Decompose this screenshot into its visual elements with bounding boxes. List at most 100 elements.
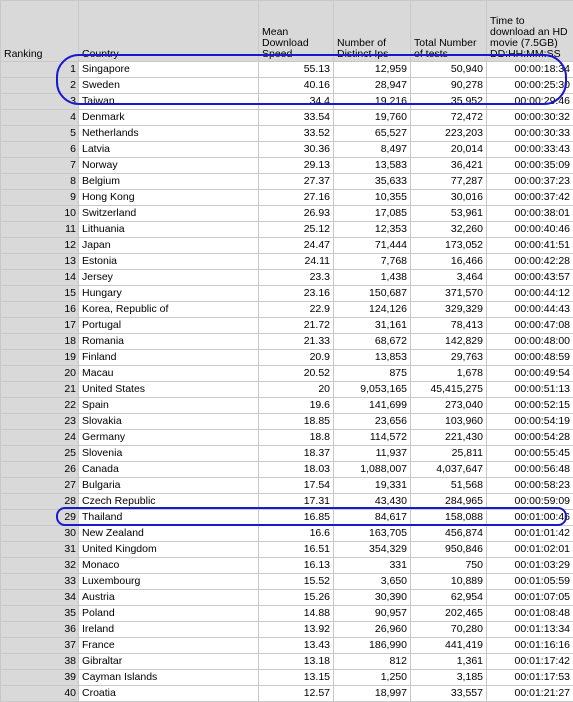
cell-distinct-ips: 9,053,165 [334,382,411,398]
cell-mean-download-speed: 40.16 [259,78,334,94]
cell-ranking: 32 [1,558,79,574]
cell-mean-download-speed: 23.3 [259,270,334,286]
cell-mean-download-speed: 16.51 [259,542,334,558]
cell-ranking: 36 [1,622,79,638]
cell-mean-download-speed: 55.13 [259,62,334,78]
cell-mean-download-speed: 24.11 [259,254,334,270]
cell-mean-download-speed: 14.88 [259,606,334,622]
cell-download-time: 00:00:51:13 [487,382,573,398]
cell-distinct-ips: 35,633 [334,174,411,190]
cell-country: Finland [79,350,259,366]
cell-total-tests: 158,088 [411,510,487,526]
cell-total-tests: 273,040 [411,398,487,414]
cell-distinct-ips: 141,699 [334,398,411,414]
cell-distinct-ips: 1,088,007 [334,462,411,478]
cell-total-tests: 4,037,647 [411,462,487,478]
cell-country: Norway [79,158,259,174]
cell-ranking: 12 [1,238,79,254]
cell-distinct-ips: 1,250 [334,670,411,686]
cell-distinct-ips: 12,353 [334,222,411,238]
cell-download-time: 00:00:41:51 [487,238,573,254]
cell-distinct-ips: 71,444 [334,238,411,254]
cell-ranking: 34 [1,590,79,606]
cell-total-tests: 371,570 [411,286,487,302]
cell-mean-download-speed: 27.37 [259,174,334,190]
cell-distinct-ips: 7,768 [334,254,411,270]
cell-distinct-ips: 65,527 [334,126,411,142]
cell-ranking: 4 [1,110,79,126]
cell-total-tests: 30,016 [411,190,487,206]
cell-total-tests: 221,430 [411,430,487,446]
cell-total-tests: 62,954 [411,590,487,606]
cell-mean-download-speed: 18.37 [259,446,334,462]
cell-mean-download-speed: 16.13 [259,558,334,574]
cell-country: Canada [79,462,259,478]
cell-country: Czech Republic [79,494,259,510]
cell-download-time: 00:00:37:42 [487,190,573,206]
cell-total-tests: 78,413 [411,318,487,334]
cell-download-time: 00:00:30:33 [487,126,573,142]
cell-download-time: 00:01:17:53 [487,670,573,686]
cell-country: Hong Kong [79,190,259,206]
cell-download-time: 00:01:00:46 [487,510,573,526]
cell-mean-download-speed: 20 [259,382,334,398]
cell-download-time: 00:01:01:42 [487,526,573,542]
cell-distinct-ips: 331 [334,558,411,574]
cell-ranking: 9 [1,190,79,206]
cell-download-time: 00:00:52:15 [487,398,573,414]
cell-ranking: 5 [1,126,79,142]
cell-mean-download-speed: 21.72 [259,318,334,334]
cell-distinct-ips: 17,085 [334,206,411,222]
cell-country: Croatia [79,686,259,702]
cell-total-tests: 329,329 [411,302,487,318]
cell-distinct-ips: 19,760 [334,110,411,126]
cell-mean-download-speed: 17.31 [259,494,334,510]
cell-download-time: 00:00:54:28 [487,430,573,446]
header-download-time: Time to download an HD movie (7.5GB) DD:… [487,1,573,62]
cell-country: Singapore [79,62,259,78]
cell-download-time: 00:00:49:54 [487,366,573,382]
header-mean-download-speed: Mean Download Speed [259,1,334,62]
cell-country: United States [79,382,259,398]
cell-distinct-ips: 90,957 [334,606,411,622]
cell-total-tests: 51,568 [411,478,487,494]
cell-download-time: 00:00:58:23 [487,478,573,494]
cell-distinct-ips: 10,355 [334,190,411,206]
cell-mean-download-speed: 29.13 [259,158,334,174]
cell-mean-download-speed: 33.52 [259,126,334,142]
cell-total-tests: 750 [411,558,487,574]
cell-total-tests: 173,052 [411,238,487,254]
cell-mean-download-speed: 24.47 [259,238,334,254]
cell-mean-download-speed: 15.26 [259,590,334,606]
header-distinct-ips: Number of Distinct Ips [334,1,411,62]
cell-mean-download-speed: 12.57 [259,686,334,702]
cell-mean-download-speed: 13.15 [259,670,334,686]
cell-country: Portugal [79,318,259,334]
cell-download-time: 00:00:33:43 [487,142,573,158]
cell-total-tests: 16,466 [411,254,487,270]
cell-country: Thailand [79,510,259,526]
cell-mean-download-speed: 13.43 [259,638,334,654]
cell-ranking: 38 [1,654,79,670]
cell-country: France [79,638,259,654]
cell-total-tests: 72,472 [411,110,487,126]
cell-distinct-ips: 68,672 [334,334,411,350]
cell-total-tests: 45,415,275 [411,382,487,398]
cell-total-tests: 10,889 [411,574,487,590]
cell-ranking: 28 [1,494,79,510]
cell-mean-download-speed: 20.9 [259,350,334,366]
cell-ranking: 20 [1,366,79,382]
cell-distinct-ips: 30,390 [334,590,411,606]
cell-mean-download-speed: 15.52 [259,574,334,590]
header-row: Ranking Country Mean Download Speed Numb… [1,1,573,62]
